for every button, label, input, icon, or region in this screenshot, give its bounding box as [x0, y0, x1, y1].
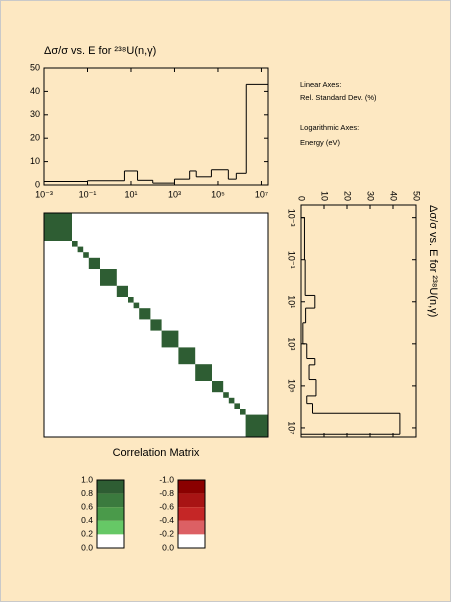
colorbar-label: -0.4: [159, 515, 174, 525]
colorbar-frame: [96, 479, 125, 549]
colorbar-label: -0.8: [159, 488, 174, 498]
x-tick-label: 20: [343, 191, 353, 201]
correlation-block: [77, 246, 84, 253]
x-tick-label: 50: [412, 191, 422, 201]
correlation-block: [212, 381, 224, 393]
correlation-block: [139, 308, 151, 320]
colorbar-label: -0.6: [159, 501, 174, 511]
annotation: Linear Axes:: [300, 80, 341, 89]
y-tick-label: 10³: [287, 337, 297, 350]
correlation-block: [195, 364, 212, 381]
color-step: [178, 534, 205, 548]
correlation-block: [100, 269, 117, 286]
correlation-block: [88, 257, 100, 269]
x-tick-label: 30: [366, 191, 376, 201]
x-tick-label: 10⁷: [255, 189, 268, 199]
chart-title: Δσ/σ vs. E for ²³⁸U(n,γ): [427, 205, 439, 317]
correlation-block: [72, 241, 78, 247]
annotation: Rel. Standard Dev. (%): [300, 93, 377, 102]
x-tick-label: 10¹: [124, 189, 137, 199]
color-step: [178, 480, 205, 494]
correlation-block: [223, 392, 229, 398]
color-step: [178, 493, 205, 508]
colorbar-label: 0.0: [81, 542, 93, 552]
colorbar-label: -0.2: [159, 529, 174, 539]
y-tick-label: 30: [30, 109, 40, 119]
color-step: [97, 507, 124, 521]
y-tick-label: 10: [30, 156, 40, 166]
matrix-title: Correlation Matrix: [113, 447, 200, 459]
colorbar-label: -1.0: [159, 474, 174, 484]
x-tick-label: 10³: [168, 189, 181, 199]
chart-title: Δσ/σ vs. E for ²³⁸U(n,γ): [44, 45, 156, 57]
y-tick-label: 20: [30, 133, 40, 143]
x-tick-label: 10⁻¹: [79, 189, 97, 199]
correlation-block: [234, 403, 240, 409]
annotation: Logarithmic Axes:: [300, 123, 359, 132]
correlation-block: [228, 397, 235, 404]
colorbar-label: 1.0: [81, 474, 93, 484]
y-tick-label: 10⁷: [287, 421, 297, 434]
correlation-block: [116, 285, 128, 297]
color-step: [97, 480, 124, 494]
color-step: [97, 493, 124, 508]
x-tick-label: 10: [320, 191, 330, 201]
colorbar-label: 0.6: [81, 501, 93, 511]
x-tick-label: 10⁻³: [35, 189, 53, 199]
colorbar-label: 0.4: [81, 515, 93, 525]
y-tick-label: 10⁵: [287, 379, 297, 393]
annotation: Energy (eV): [300, 138, 341, 147]
correlation-block: [150, 319, 162, 331]
colorbar-label: 0.2: [81, 529, 93, 539]
matrix-frame-outline: [43, 212, 269, 438]
y-tick-label: 10⁻³: [287, 209, 297, 227]
correlation-block: [240, 409, 246, 415]
correlation-block: [83, 252, 89, 258]
correlation-block: [178, 347, 196, 365]
color-step: [178, 520, 205, 535]
colorbar-label: 0.0: [162, 542, 174, 552]
colorbar-label: 0.8: [81, 488, 93, 498]
correlation-block: [161, 330, 179, 348]
x-tick-label: 0: [297, 196, 307, 201]
x-tick-label: 10⁵: [211, 189, 225, 199]
plot-frame: [300, 204, 417, 438]
x-tick-label: 40: [389, 191, 399, 201]
y-tick-label: 0: [35, 179, 40, 189]
color-step: [178, 507, 205, 521]
correlation-block: [44, 213, 72, 241]
y-tick-label: 10⁻¹: [287, 251, 297, 269]
color-step: [97, 520, 124, 535]
correlation-block: [245, 414, 268, 437]
y-tick-label: 10¹: [287, 295, 297, 308]
y-tick-label: 50: [30, 62, 40, 72]
color-step: [97, 534, 124, 548]
y-tick-label: 40: [30, 86, 40, 96]
correlation-block: [133, 302, 140, 309]
correlation-block: [128, 297, 134, 303]
colorbar-frame: [177, 479, 206, 549]
